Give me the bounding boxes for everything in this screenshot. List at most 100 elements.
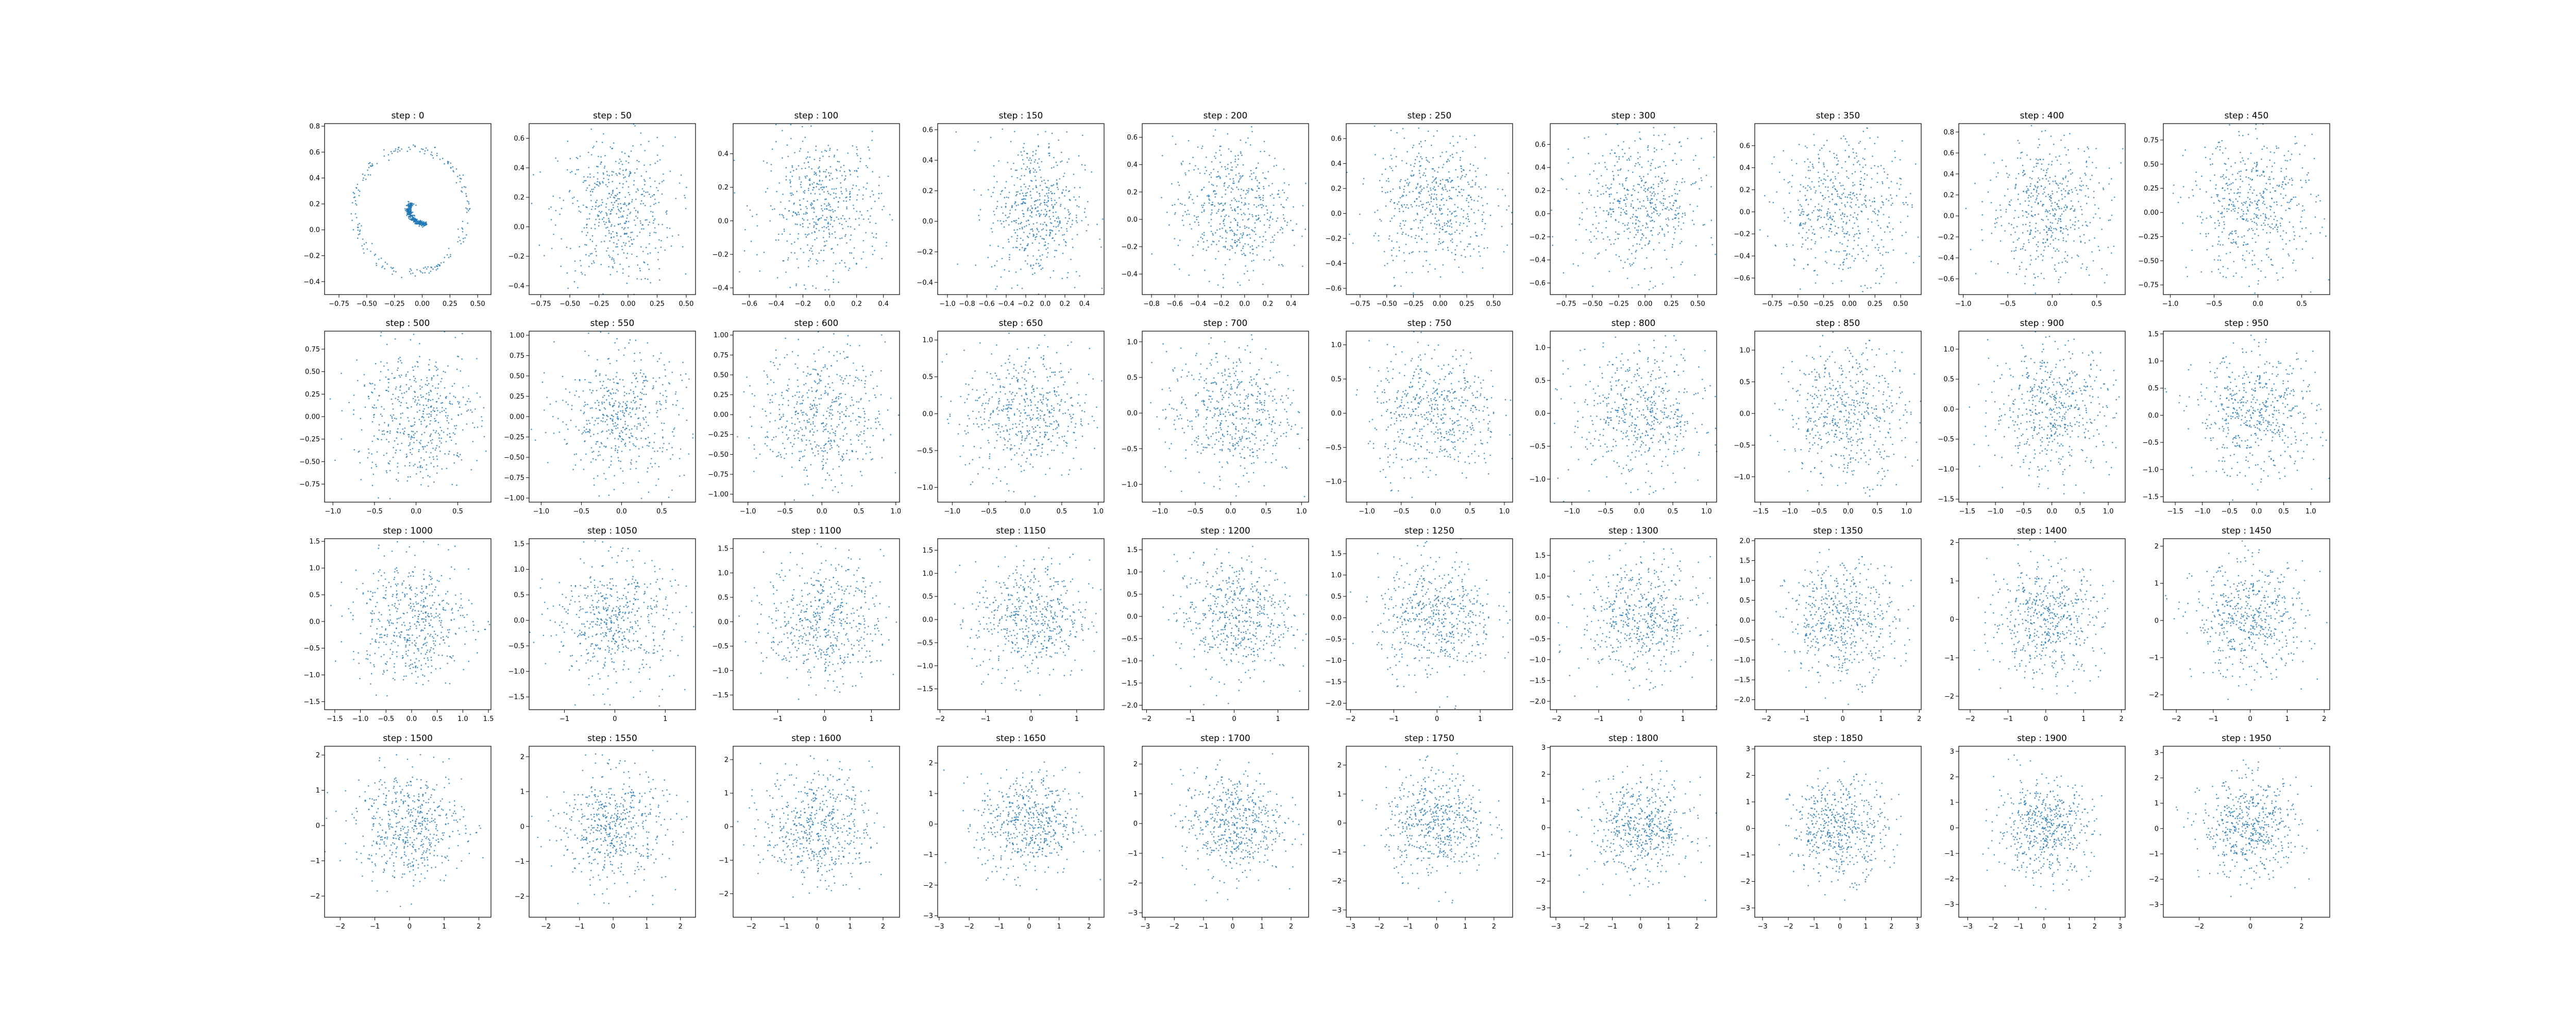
scatter-point: [1425, 175, 1427, 177]
scatter-point: [2054, 215, 2055, 217]
scatter-point: [1255, 215, 1257, 217]
scatter-point: [1453, 211, 1455, 213]
scatter-point: [1261, 203, 1263, 205]
scatter-point: [1415, 159, 1416, 161]
scatter-point: [1626, 213, 1628, 215]
scatter-point: [1246, 226, 1248, 228]
scatter-point: [1852, 148, 1854, 150]
scatter-point: [1594, 207, 1595, 209]
scatter-point: [825, 176, 827, 178]
scatter-point: [1236, 245, 1238, 247]
scatter-point: [1586, 208, 1588, 210]
x-tick-label: 0.2: [1263, 300, 1274, 308]
scatter-point: [1266, 209, 1268, 211]
panel-title: step : 200: [1204, 111, 1248, 121]
scatter-point: [1020, 237, 1022, 239]
scatter-point: [1800, 224, 1802, 226]
scatter-point: [1040, 214, 1042, 215]
scatter-point: [993, 186, 995, 188]
scatter-point: [596, 141, 598, 143]
scatter-point: [1647, 173, 1649, 175]
scatter-point: [1234, 239, 1236, 242]
scatter-point: [1826, 262, 1827, 264]
scatter-point: [628, 221, 630, 222]
scatter-point: [1629, 147, 1630, 149]
scatter-point: [1656, 213, 1658, 215]
scatter-point: [2022, 215, 2024, 217]
scatter-point: [418, 225, 420, 227]
scatter-point: [1846, 253, 1848, 255]
scatter-point: [815, 149, 817, 151]
scatter-point: [1838, 251, 1840, 253]
scatter-point: [1068, 211, 1070, 213]
scatter-point: [369, 174, 371, 176]
scatter-point: [2065, 241, 2067, 242]
scatter-point: [1662, 140, 1664, 142]
scatter-point: [1860, 248, 1862, 250]
x-tick-label: −0.6: [1166, 300, 1183, 308]
scatter-point: [623, 228, 625, 230]
x-tick-label: −0.50: [357, 300, 377, 308]
scatter-point: [820, 187, 822, 188]
scatter-point: [1420, 238, 1422, 239]
scatter-point: [2258, 209, 2260, 211]
scatter-point: [1440, 208, 1442, 210]
scatter-point: [1625, 213, 1626, 215]
scatter-point: [1794, 259, 1796, 261]
scatter-point: [2077, 255, 2079, 257]
scatter-point: [811, 183, 814, 185]
scatter-point: [653, 219, 655, 221]
scatter-point: [2061, 213, 2063, 215]
scatter-point: [581, 271, 582, 273]
scatter-point: [2270, 227, 2272, 229]
scatter-point: [1204, 202, 1205, 204]
scatter-point: [1635, 216, 1636, 217]
scatter-point: [425, 222, 427, 224]
scatter-point: [1389, 201, 1392, 202]
scatter-point: [1462, 150, 1464, 152]
scatter-point: [1413, 292, 1414, 294]
scatter-point: [1268, 219, 1270, 221]
scatter-point: [1628, 190, 1629, 192]
scatter-point: [1006, 196, 1008, 198]
scatter-point: [825, 198, 827, 200]
scatter-point: [2230, 232, 2232, 234]
scatter-point: [1981, 214, 1984, 216]
scatter-point: [1219, 177, 1221, 179]
scatter-point: [2042, 255, 2044, 257]
scatter-panel: step : 450−1.0 −0.5 0.0 0.5−0.75−0.50−0.250…: [2138, 111, 2330, 308]
scatter-point: [1864, 173, 1866, 175]
scatter-point: [1660, 202, 1662, 204]
scatter-point: [2000, 209, 2002, 211]
scatter-point: [1701, 180, 1703, 181]
scatter-point: [1890, 204, 1892, 206]
scatter-point: [827, 221, 829, 224]
scatter-point: [807, 219, 808, 221]
scatter-point: [460, 243, 462, 245]
scatter-point: [831, 219, 832, 221]
scatter-panel: step : 300−0.75 −0.50 −0.25 0.00 0.25 0.50−0.…: [1529, 111, 1717, 308]
scatter-point: [1219, 176, 1221, 178]
scatter-point: [1867, 218, 1869, 220]
scatter-point: [597, 214, 599, 216]
scatter-point: [2028, 213, 2029, 215]
scatter-point: [1874, 165, 1875, 167]
scatter-point: [1020, 222, 1021, 225]
scatter-point: [1840, 198, 1842, 199]
scatter-point: [1635, 223, 1637, 225]
scatter-point: [1836, 204, 1838, 205]
scatter-point: [1502, 188, 1503, 191]
scatter-point: [2023, 169, 2025, 171]
scatter-point: [1597, 231, 1599, 232]
scatter-point: [1084, 169, 1086, 171]
scatter-point: [803, 191, 804, 193]
scatter-point: [1673, 202, 1675, 204]
scatter-point: [1891, 238, 1893, 241]
scatter-point: [1008, 197, 1009, 199]
scatter-point: [823, 226, 825, 228]
scatter-point: [1465, 138, 1467, 140]
scatter-point: [1894, 150, 1896, 152]
scatter-point: [1426, 186, 1428, 188]
scatter-point: [1829, 249, 1832, 251]
scatter-point: [1461, 208, 1463, 210]
